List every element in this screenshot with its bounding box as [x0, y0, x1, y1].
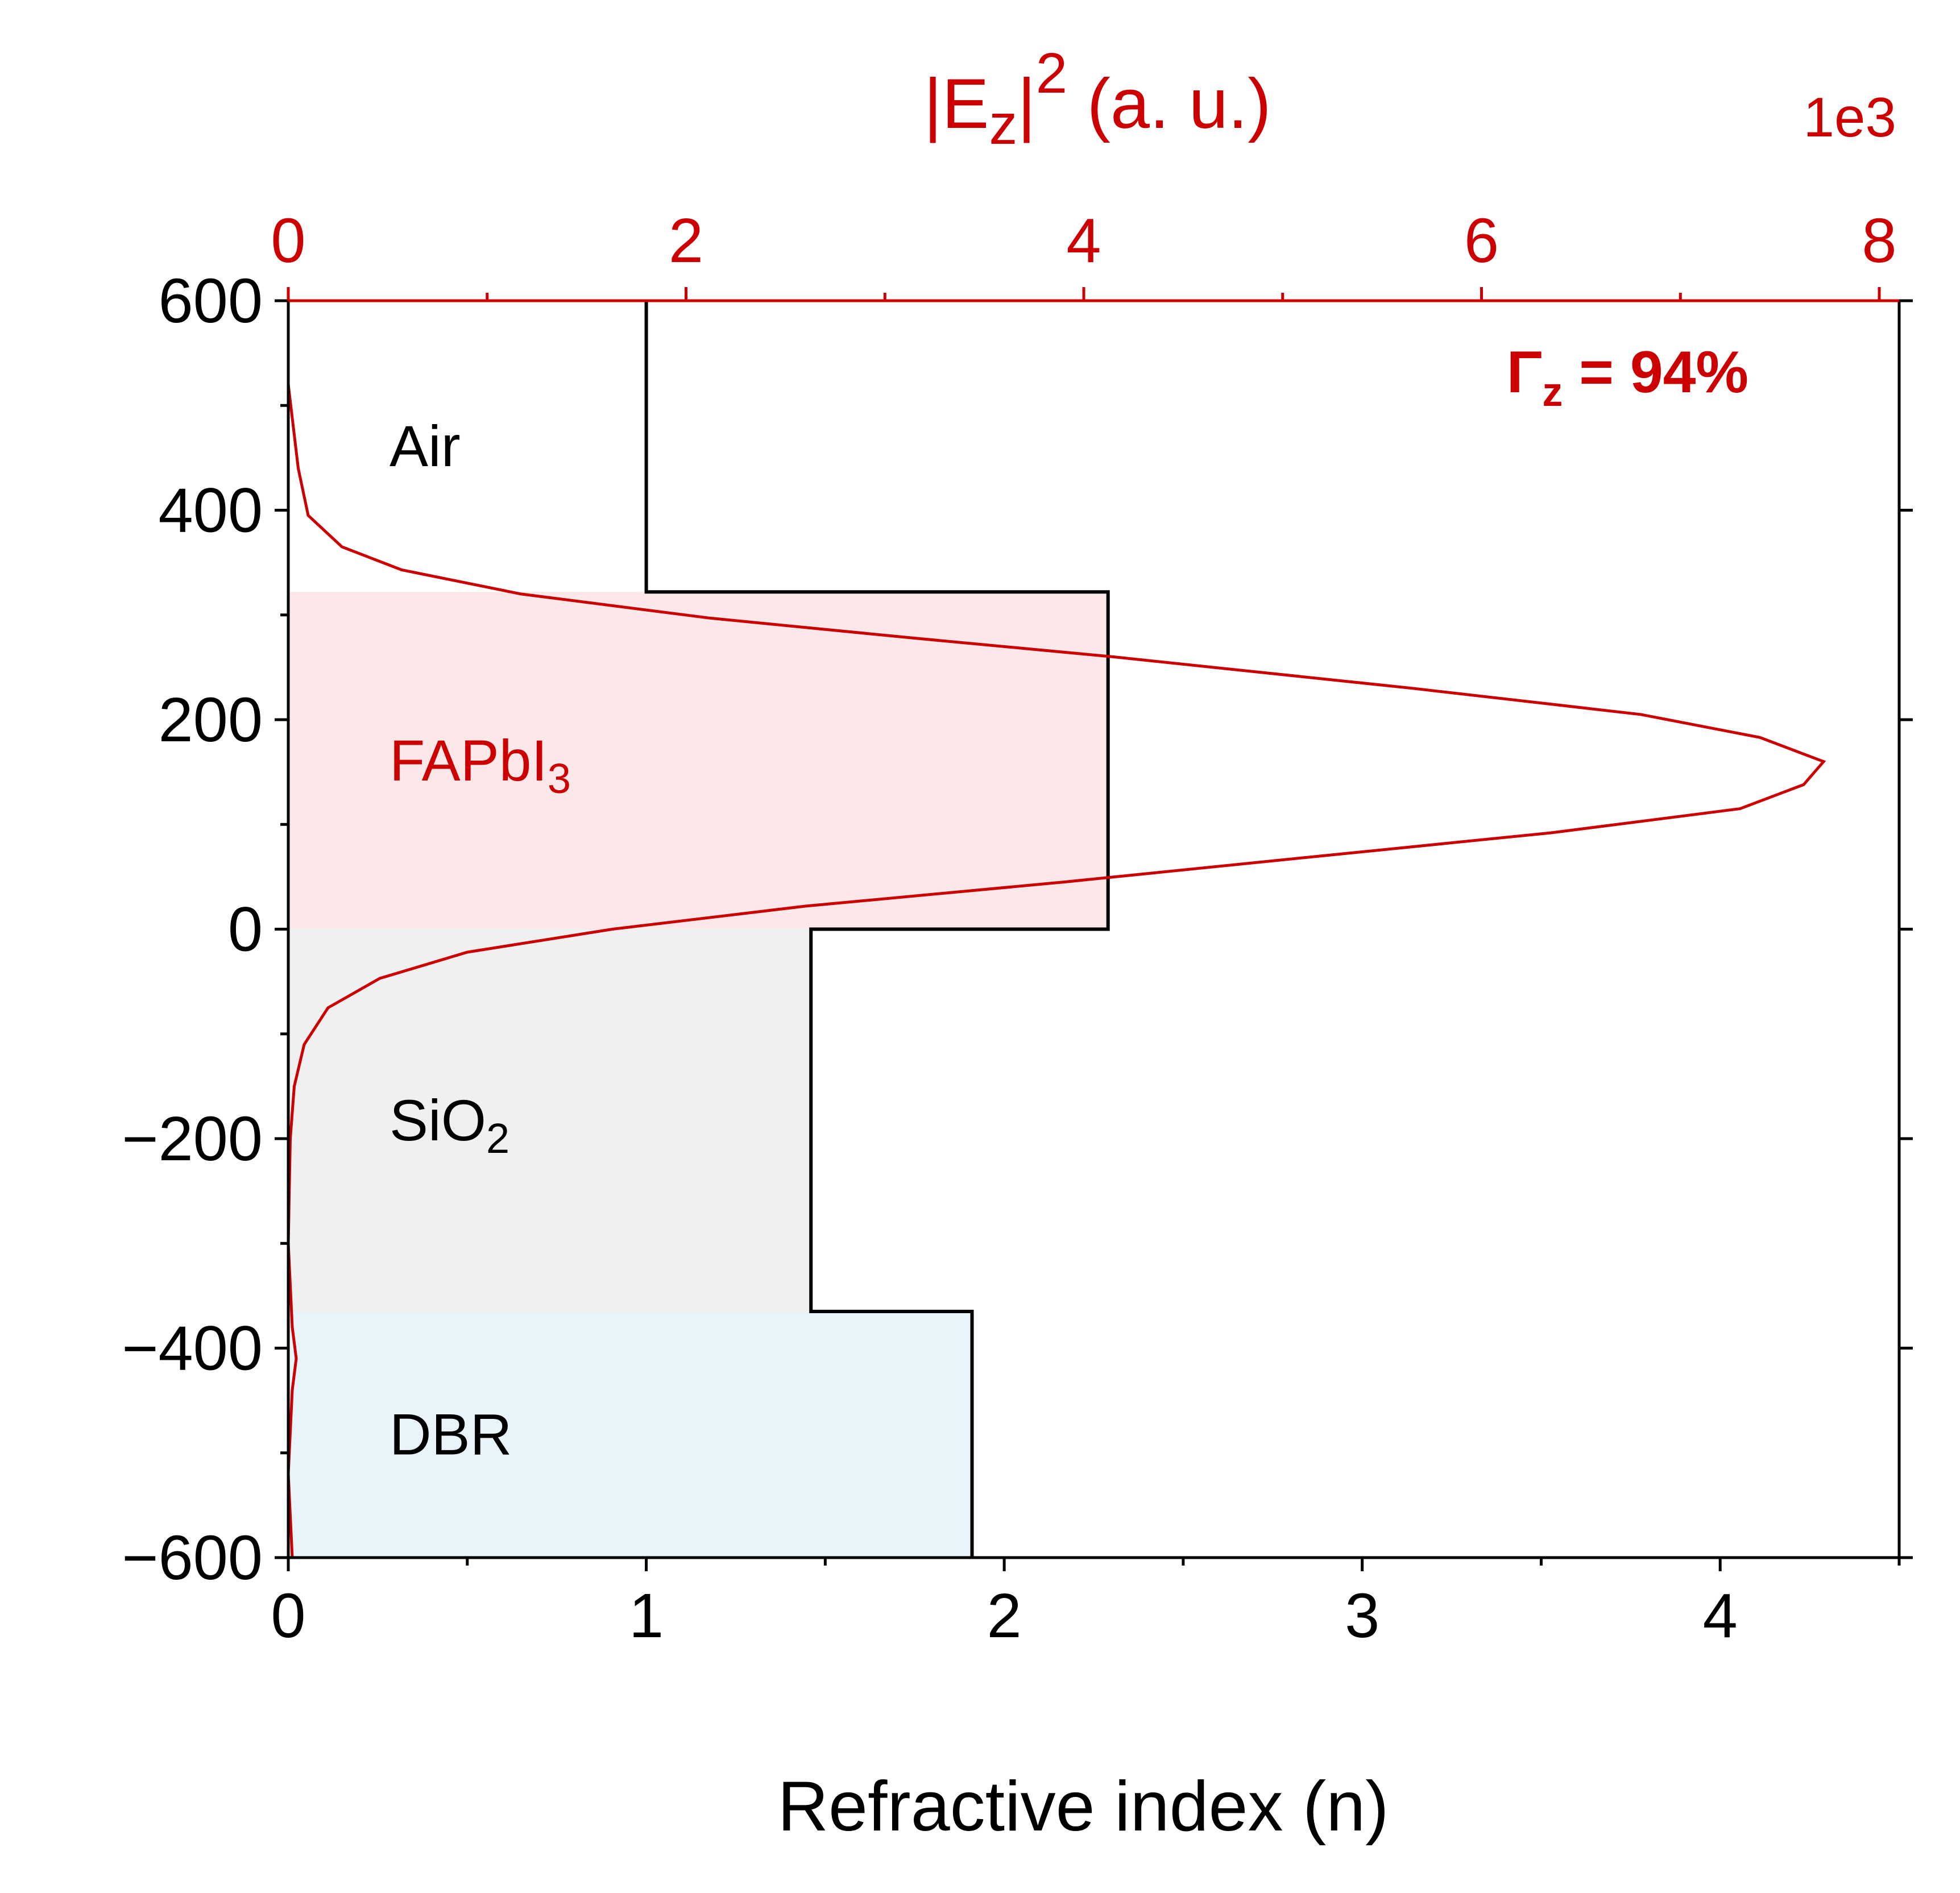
y-tick-label: 400	[158, 476, 263, 546]
top-axis-title-tail: (a. u.)	[1067, 65, 1271, 143]
top-axis-title-sup: 2	[1036, 41, 1068, 105]
top-axis-multiplier: 1e3	[1803, 86, 1896, 148]
series-refractive-index	[644, 301, 1110, 1558]
region-label-dbr: DBR	[389, 1402, 512, 1467]
x2-tick-label: 8	[1862, 206, 1896, 276]
x-tick-label: 0	[271, 1581, 305, 1651]
x2-tick-label: 0	[271, 206, 305, 276]
region-label-text: FAPbI	[389, 728, 548, 793]
labels-layer: Air FAPbI3 SiO2 DBR	[389, 414, 571, 1467]
gamma-value: = 94%	[1563, 339, 1748, 405]
x-tick-label: 4	[1703, 1581, 1738, 1651]
y-tick-label: −400	[122, 1314, 263, 1384]
y-tick-label: −200	[122, 1104, 263, 1174]
top-axis-title-close: |	[1017, 65, 1035, 143]
gamma-symbol: Γ	[1507, 339, 1543, 405]
x-axis-title: Refractive index (n)	[777, 1767, 1389, 1846]
region-label-text: SiO	[389, 1088, 486, 1153]
y-tick-label: 200	[158, 685, 263, 755]
x-tick-label: 3	[1345, 1581, 1379, 1651]
region-fill-sio	[288, 929, 811, 1312]
x2-tick-label: 6	[1464, 206, 1499, 276]
region-label-fapbi: FAPbI3	[389, 728, 571, 802]
x-tick-label: 1	[629, 1581, 664, 1651]
region-fill-dbr	[288, 1311, 972, 1558]
x-tick-label: 2	[987, 1581, 1022, 1651]
region-fill-fapbi	[288, 592, 1108, 929]
region-label-subscript: 2	[486, 1115, 509, 1162]
region-label-air: Air	[389, 414, 461, 479]
region-label-sio: SiO2	[389, 1088, 509, 1162]
region-label-text: DBR	[389, 1402, 512, 1467]
y-tick-label: 0	[228, 895, 263, 965]
y-tick-label: 600	[158, 266, 263, 336]
top-axis-title-main: |E	[923, 65, 989, 143]
confinement-factor-annotation: Γz = 94%	[1507, 339, 1748, 415]
layer-regions	[288, 592, 1108, 1558]
region-label-subscript: 3	[548, 755, 571, 802]
gamma-subscript: z	[1542, 370, 1563, 415]
y-tick-label: −600	[122, 1523, 263, 1593]
top-axis-title-sub: z	[989, 93, 1017, 156]
top-axis-title: |Ez|2 (a. u.)	[923, 41, 1271, 156]
x2-tick-label: 4	[1066, 206, 1101, 276]
x2-tick-label: 2	[669, 206, 703, 276]
region-label-text: Air	[389, 414, 461, 479]
